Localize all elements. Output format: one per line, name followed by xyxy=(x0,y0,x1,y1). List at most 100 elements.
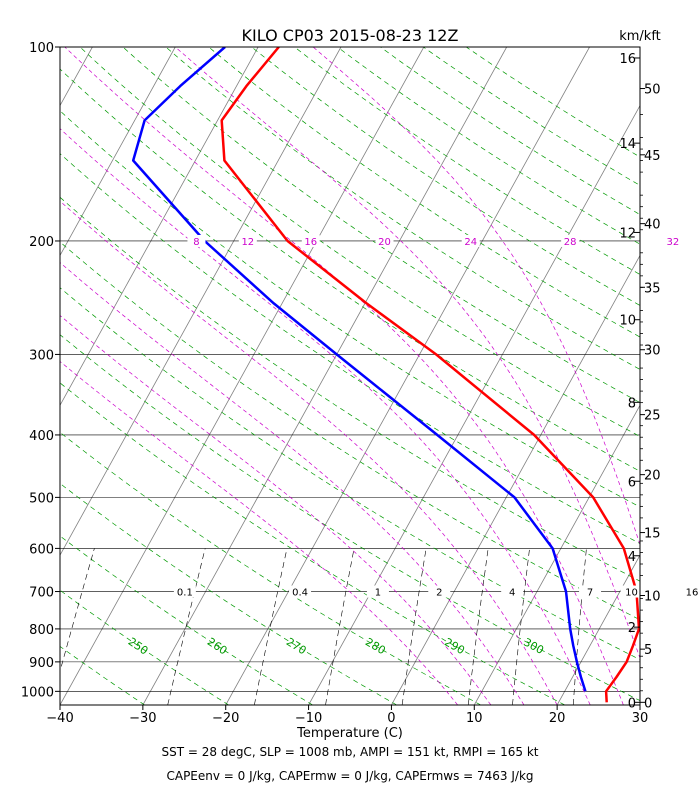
dry-adiabat xyxy=(60,704,61,705)
dry-adiabat xyxy=(337,47,640,245)
moist-adiabat-label-bg xyxy=(561,234,580,247)
dry-adiabat xyxy=(60,110,640,508)
isotherm xyxy=(391,254,640,705)
moist-adiabat-label-bg xyxy=(375,234,394,247)
mixing-ratio-label-bg xyxy=(428,585,451,598)
kft-tick-label: 20 xyxy=(644,469,661,484)
mixing-ratio-label-bg xyxy=(579,585,602,598)
mixing-ratio-label: 7 xyxy=(587,588,593,599)
isotherm xyxy=(639,704,640,705)
dry-adiabat xyxy=(60,68,640,472)
dry-adiabat xyxy=(380,47,640,215)
axes: −40 −30 −20 −10 0 10 20 30100090080070060050040… xyxy=(21,41,661,726)
dry-adiabat xyxy=(60,334,640,702)
km-tick-label: 6 xyxy=(628,475,636,490)
dry-adiabat xyxy=(60,646,145,705)
x-axis-label: Temperature (C) xyxy=(296,726,403,741)
pressure-tick-label: 400 xyxy=(29,429,54,444)
pressure-tick-label: 300 xyxy=(29,348,54,363)
dewpoint-line xyxy=(131,47,587,692)
kft-tick-label: 15 xyxy=(644,527,661,542)
dry-adiabat xyxy=(60,482,397,705)
dry-adiabat-label: 300 xyxy=(521,636,546,657)
isotherm xyxy=(556,554,640,705)
dry-adiabat xyxy=(60,287,640,661)
mixing-ratio-label: 16 xyxy=(686,588,699,599)
km-tick-label: 8 xyxy=(628,396,636,411)
kft-tick-label: 50 xyxy=(644,83,661,98)
dry-adiabat xyxy=(79,47,640,437)
pressure-tick-label: 100 xyxy=(29,41,54,56)
moist-adiabat xyxy=(60,128,591,705)
mixing-ratio-label-bg xyxy=(289,585,312,598)
moist-adiabat-label-bg xyxy=(301,234,320,247)
moist-adiabat xyxy=(312,47,640,546)
mixing-ratio-line xyxy=(572,548,587,705)
plot-frame xyxy=(59,46,641,706)
km-tick-label: 0 xyxy=(628,696,636,711)
kft-tick-label: 5 xyxy=(644,643,652,658)
moist-adiabat-label: 24 xyxy=(464,237,477,248)
mixing-ratio-label: 4 xyxy=(509,588,515,599)
dry-adiabat xyxy=(60,382,565,705)
kft-tick-label: 25 xyxy=(644,409,661,424)
x-tick-label: 10 xyxy=(466,711,483,726)
moist-adiabat-label: 20 xyxy=(378,237,391,248)
km-tick-label: 16 xyxy=(619,52,636,67)
mixing-ratio-label: 2 xyxy=(436,588,442,599)
caption-line-2: CAPEenv = 0 J/kg, CAPErmw = 0 J/kg, CAPE… xyxy=(166,769,534,783)
mixing-ratio-label: 1 xyxy=(375,588,381,599)
dry-adiabat-label: 250 xyxy=(126,635,151,658)
km-tick-label: 10 xyxy=(619,314,636,329)
mixing-ratio-line xyxy=(254,548,288,705)
mixing-ratio-line xyxy=(167,548,206,705)
kft-tick-label: 10 xyxy=(644,590,661,605)
dry-adiabat xyxy=(60,241,640,621)
caption-line-1: SST = 28 degC, SLP = 1008 mb, AMPI = 151… xyxy=(161,745,539,759)
moist-adiabat-label-bg xyxy=(461,234,480,247)
x-tick-label: −20 xyxy=(212,711,239,726)
sounding-profiles xyxy=(131,47,640,703)
dry-adiabat xyxy=(466,47,640,158)
pressure-tick-label: 700 xyxy=(29,586,54,601)
isotherm xyxy=(60,47,93,107)
background-lines xyxy=(60,47,640,705)
mixing-ratio-line xyxy=(512,548,530,705)
kft-tick-label: 30 xyxy=(644,344,661,359)
isotherm xyxy=(473,404,640,705)
x-tick-label: −40 xyxy=(46,711,73,726)
isotherm xyxy=(60,47,176,257)
mixing-ratio-line xyxy=(325,548,355,705)
isotherm xyxy=(142,47,508,705)
x-tick-label: 20 xyxy=(549,711,566,726)
pressure-tick-label: 500 xyxy=(29,491,54,506)
moist-adiabat xyxy=(60,262,525,705)
kft-tick-label: 35 xyxy=(644,281,661,296)
mixing-ratio-label-bg xyxy=(680,585,700,598)
km-tick-label: 4 xyxy=(628,550,636,565)
moist-adiabat-label-bg xyxy=(238,234,257,247)
mixing-ratio-label-bg xyxy=(620,585,643,598)
dry-adiabat-label: 280 xyxy=(363,635,388,657)
isotherm xyxy=(60,47,342,556)
pressure-tick-label: 800 xyxy=(29,623,54,638)
pressure-tick-label: 900 xyxy=(29,656,54,671)
mixing-ratio-label: 10 xyxy=(625,588,638,599)
mixing-ratio-line xyxy=(401,548,427,705)
mixing-ratio-label-bg xyxy=(173,585,196,598)
dry-adiabat-label: 270 xyxy=(284,635,309,657)
mixing-ratio-line xyxy=(467,548,489,705)
moist-adiabat-label-bg xyxy=(187,234,206,247)
moist-adiabat-label: 16 xyxy=(304,237,317,248)
km-tick-label: 12 xyxy=(619,226,636,241)
isotherm xyxy=(225,47,590,705)
dry-adiabat-label: 290 xyxy=(442,636,467,658)
moist-adiabat xyxy=(60,200,558,705)
temperature-line xyxy=(220,47,640,703)
x-tick-label: 0 xyxy=(387,711,395,726)
moist-adiabat xyxy=(60,360,458,705)
pressure-tick-label: 1000 xyxy=(21,685,54,700)
dry-adiabat xyxy=(60,153,640,544)
